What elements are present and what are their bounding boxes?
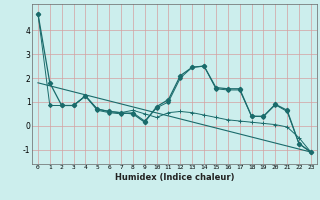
X-axis label: Humidex (Indice chaleur): Humidex (Indice chaleur): [115, 173, 234, 182]
